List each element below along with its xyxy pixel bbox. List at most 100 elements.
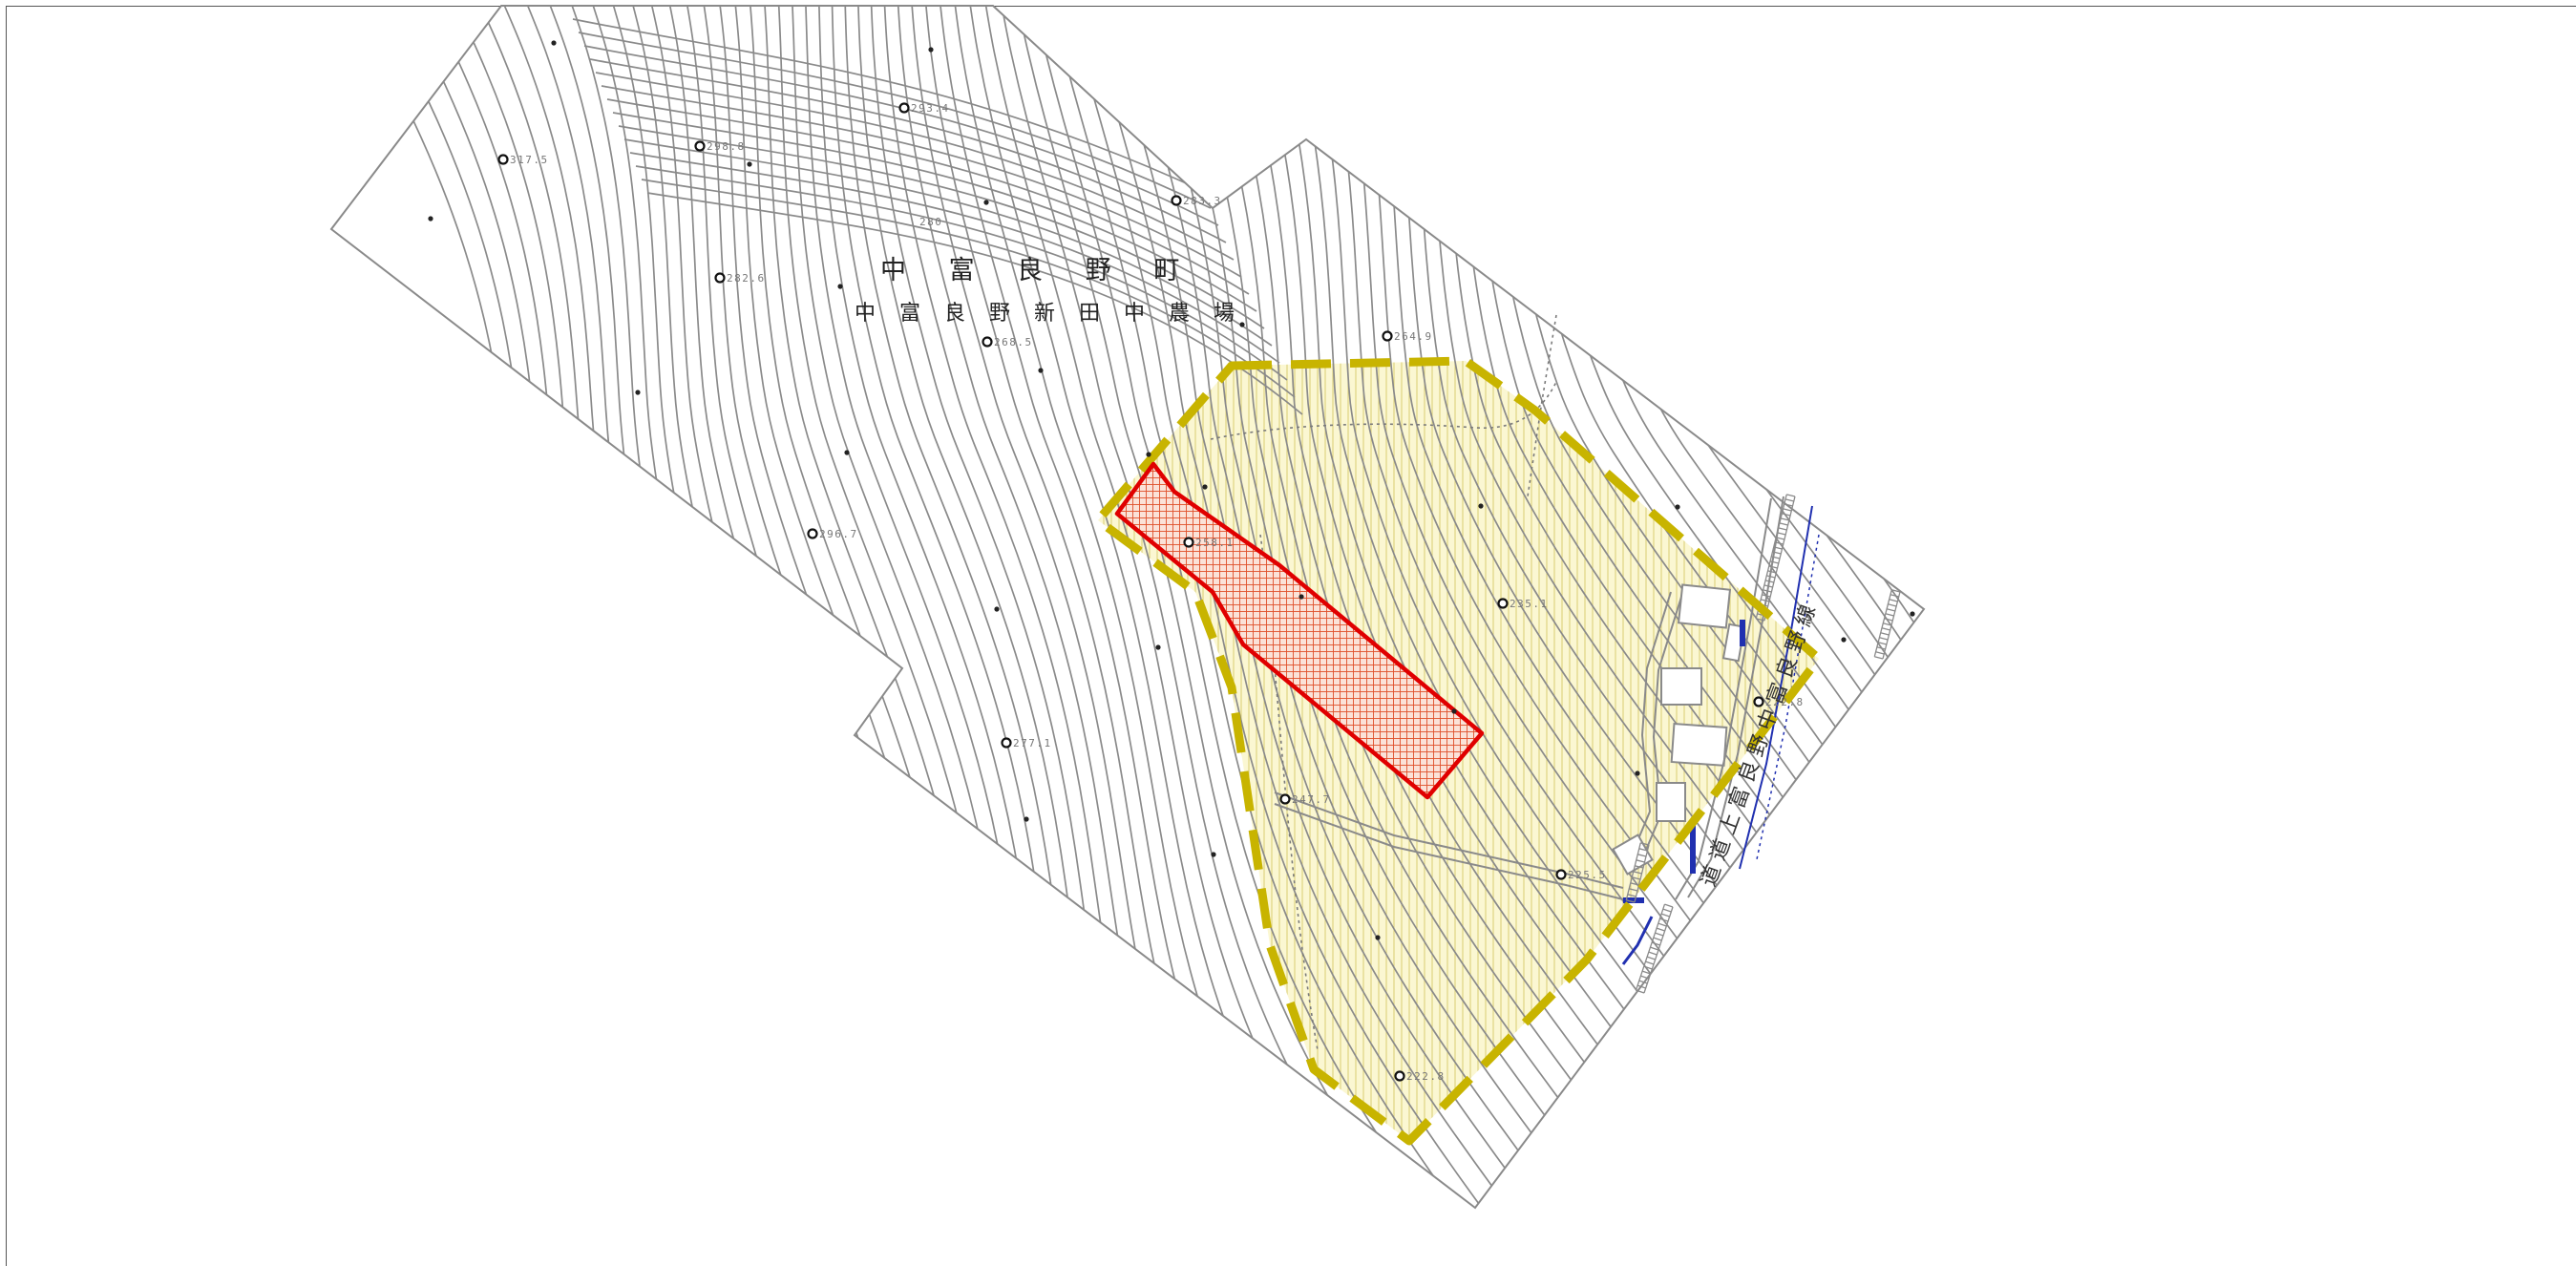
survey-dot — [635, 390, 641, 395]
survey-dot — [747, 161, 752, 167]
survey-dot — [1910, 611, 1915, 617]
spot-height: 282.6 — [714, 272, 766, 285]
contour-line — [589, 58, 1227, 243]
contour-line — [623, 138, 1273, 347]
spot-height: 268.5 — [982, 336, 1033, 348]
spot-height: 222.8 — [1394, 1070, 1446, 1083]
spot-height-marker — [1171, 195, 1182, 206]
contour-line — [595, 72, 1235, 261]
contour-line — [606, 98, 1250, 295]
contour-label: 280 — [919, 216, 942, 228]
spot-height: 293.4 — [898, 102, 950, 115]
spot-height-marker — [1555, 869, 1567, 880]
survey-dot — [928, 47, 934, 53]
main-road — [1621, 496, 1820, 965]
outer-zone-outline — [1093, 356, 1824, 1146]
spot-height: 317.5 — [497, 154, 549, 166]
contour-line — [629, 152, 1280, 364]
spot-height: 264.9 — [1382, 330, 1433, 343]
town-name: 中 富 良 野 町 — [880, 256, 1196, 285]
survey-dot — [1024, 816, 1029, 822]
survey-dot — [428, 216, 433, 222]
contour-line — [612, 112, 1257, 312]
survey-dots — [428, 40, 1915, 940]
spot-height-marker — [1382, 330, 1393, 342]
spot-height-label: 293.4 — [911, 102, 950, 115]
spot-height-marker — [1279, 793, 1291, 805]
contour-line — [635, 165, 1288, 381]
spot-height: 222.8 — [1753, 696, 1805, 708]
contour-line — [572, 18, 1204, 192]
inner-zone — [1114, 461, 1485, 800]
survey-dot — [1239, 322, 1245, 327]
contour-line — [618, 125, 1265, 329]
contour-line — [1023, 6, 1462, 1208]
spot-height-label: 258.1 — [1195, 537, 1235, 549]
spot-height-label: 225.5 — [1568, 869, 1607, 881]
spot-height-label: 222.8 — [1406, 1070, 1446, 1083]
survey-dot — [1146, 452, 1151, 457]
spot-height-marker — [807, 528, 818, 539]
survey-dot — [1155, 644, 1161, 650]
area-name: 中 富 良 野 新 田 中 農 場 — [855, 302, 1243, 326]
spot-height: 235.1 — [1497, 598, 1549, 610]
spot-height-label: 296.7 — [819, 528, 858, 540]
survey-dot — [1038, 368, 1044, 373]
spot-height-marker — [1183, 537, 1194, 548]
spot-height: 298.8 — [694, 140, 746, 153]
map-frame — [6, 6, 2576, 1266]
spot-height-marker — [694, 140, 706, 152]
survey-dot — [1841, 637, 1847, 643]
survey-dot — [983, 200, 989, 205]
survey-dot — [551, 40, 557, 46]
spot-height: 277.1 — [1001, 737, 1052, 749]
spot-height: 258.1 — [1183, 537, 1235, 549]
spot-height: 296.7 — [807, 528, 858, 540]
dotted-boundaries — [1210, 314, 1557, 1051]
spot-height: 283.3 — [1171, 195, 1222, 207]
spot-height-marker — [898, 102, 910, 114]
survey-dot — [1635, 770, 1640, 776]
contour-line — [1006, 6, 1432, 1208]
spot-height: 247.7 — [1279, 793, 1331, 806]
survey-dot — [1299, 594, 1304, 600]
spot-height-marker — [497, 154, 509, 165]
contour-line — [991, 6, 1403, 1208]
contour-line — [601, 85, 1242, 278]
contour-line — [1055, 6, 1518, 1208]
spot-height-label: 268.5 — [994, 336, 1033, 348]
survey-dot — [844, 450, 850, 455]
spot-height-marker — [1394, 1070, 1405, 1082]
spot-height-label: 264.9 — [1394, 330, 1433, 343]
survey-dot — [1451, 708, 1457, 714]
spot-height-label: 277.1 — [1013, 737, 1052, 749]
spot-height-marker — [1753, 696, 1764, 707]
spot-height-marker — [714, 272, 726, 284]
spot-height-label: 247.7 — [1292, 793, 1331, 806]
survey-dot — [1675, 504, 1680, 510]
contour-line — [578, 32, 1212, 209]
survey-dot — [1375, 935, 1381, 940]
spot-height-marker — [982, 336, 993, 348]
survey-dot — [1478, 503, 1484, 509]
survey-dot — [994, 606, 1000, 612]
spot-height-label: 235.1 — [1510, 598, 1549, 610]
spot-height-label: 222.8 — [1765, 696, 1805, 708]
survey-dot — [1202, 484, 1208, 490]
spot-height-label: 298.8 — [707, 140, 746, 153]
spot-heights: 317.5 298.8 293.4 283.3 282.6 268.5 264.9 296.7… — [497, 102, 1805, 1083]
spot-height-marker — [1497, 598, 1509, 609]
spot-height-marker — [1001, 737, 1012, 749]
farm-roads — [1274, 591, 1683, 900]
contour-line — [641, 179, 1296, 398]
spot-height-label: 317.5 — [510, 154, 549, 166]
spot-height-label: 283.3 — [1183, 195, 1222, 207]
contour-line — [583, 45, 1219, 226]
spot-height-label: 282.6 — [727, 272, 766, 285]
farm-buildings — [1612, 583, 1746, 876]
spot-height: 225.5 — [1555, 869, 1607, 881]
contour-line — [646, 192, 1303, 415]
survey-dot — [1211, 852, 1216, 857]
survey-dot — [837, 284, 843, 289]
